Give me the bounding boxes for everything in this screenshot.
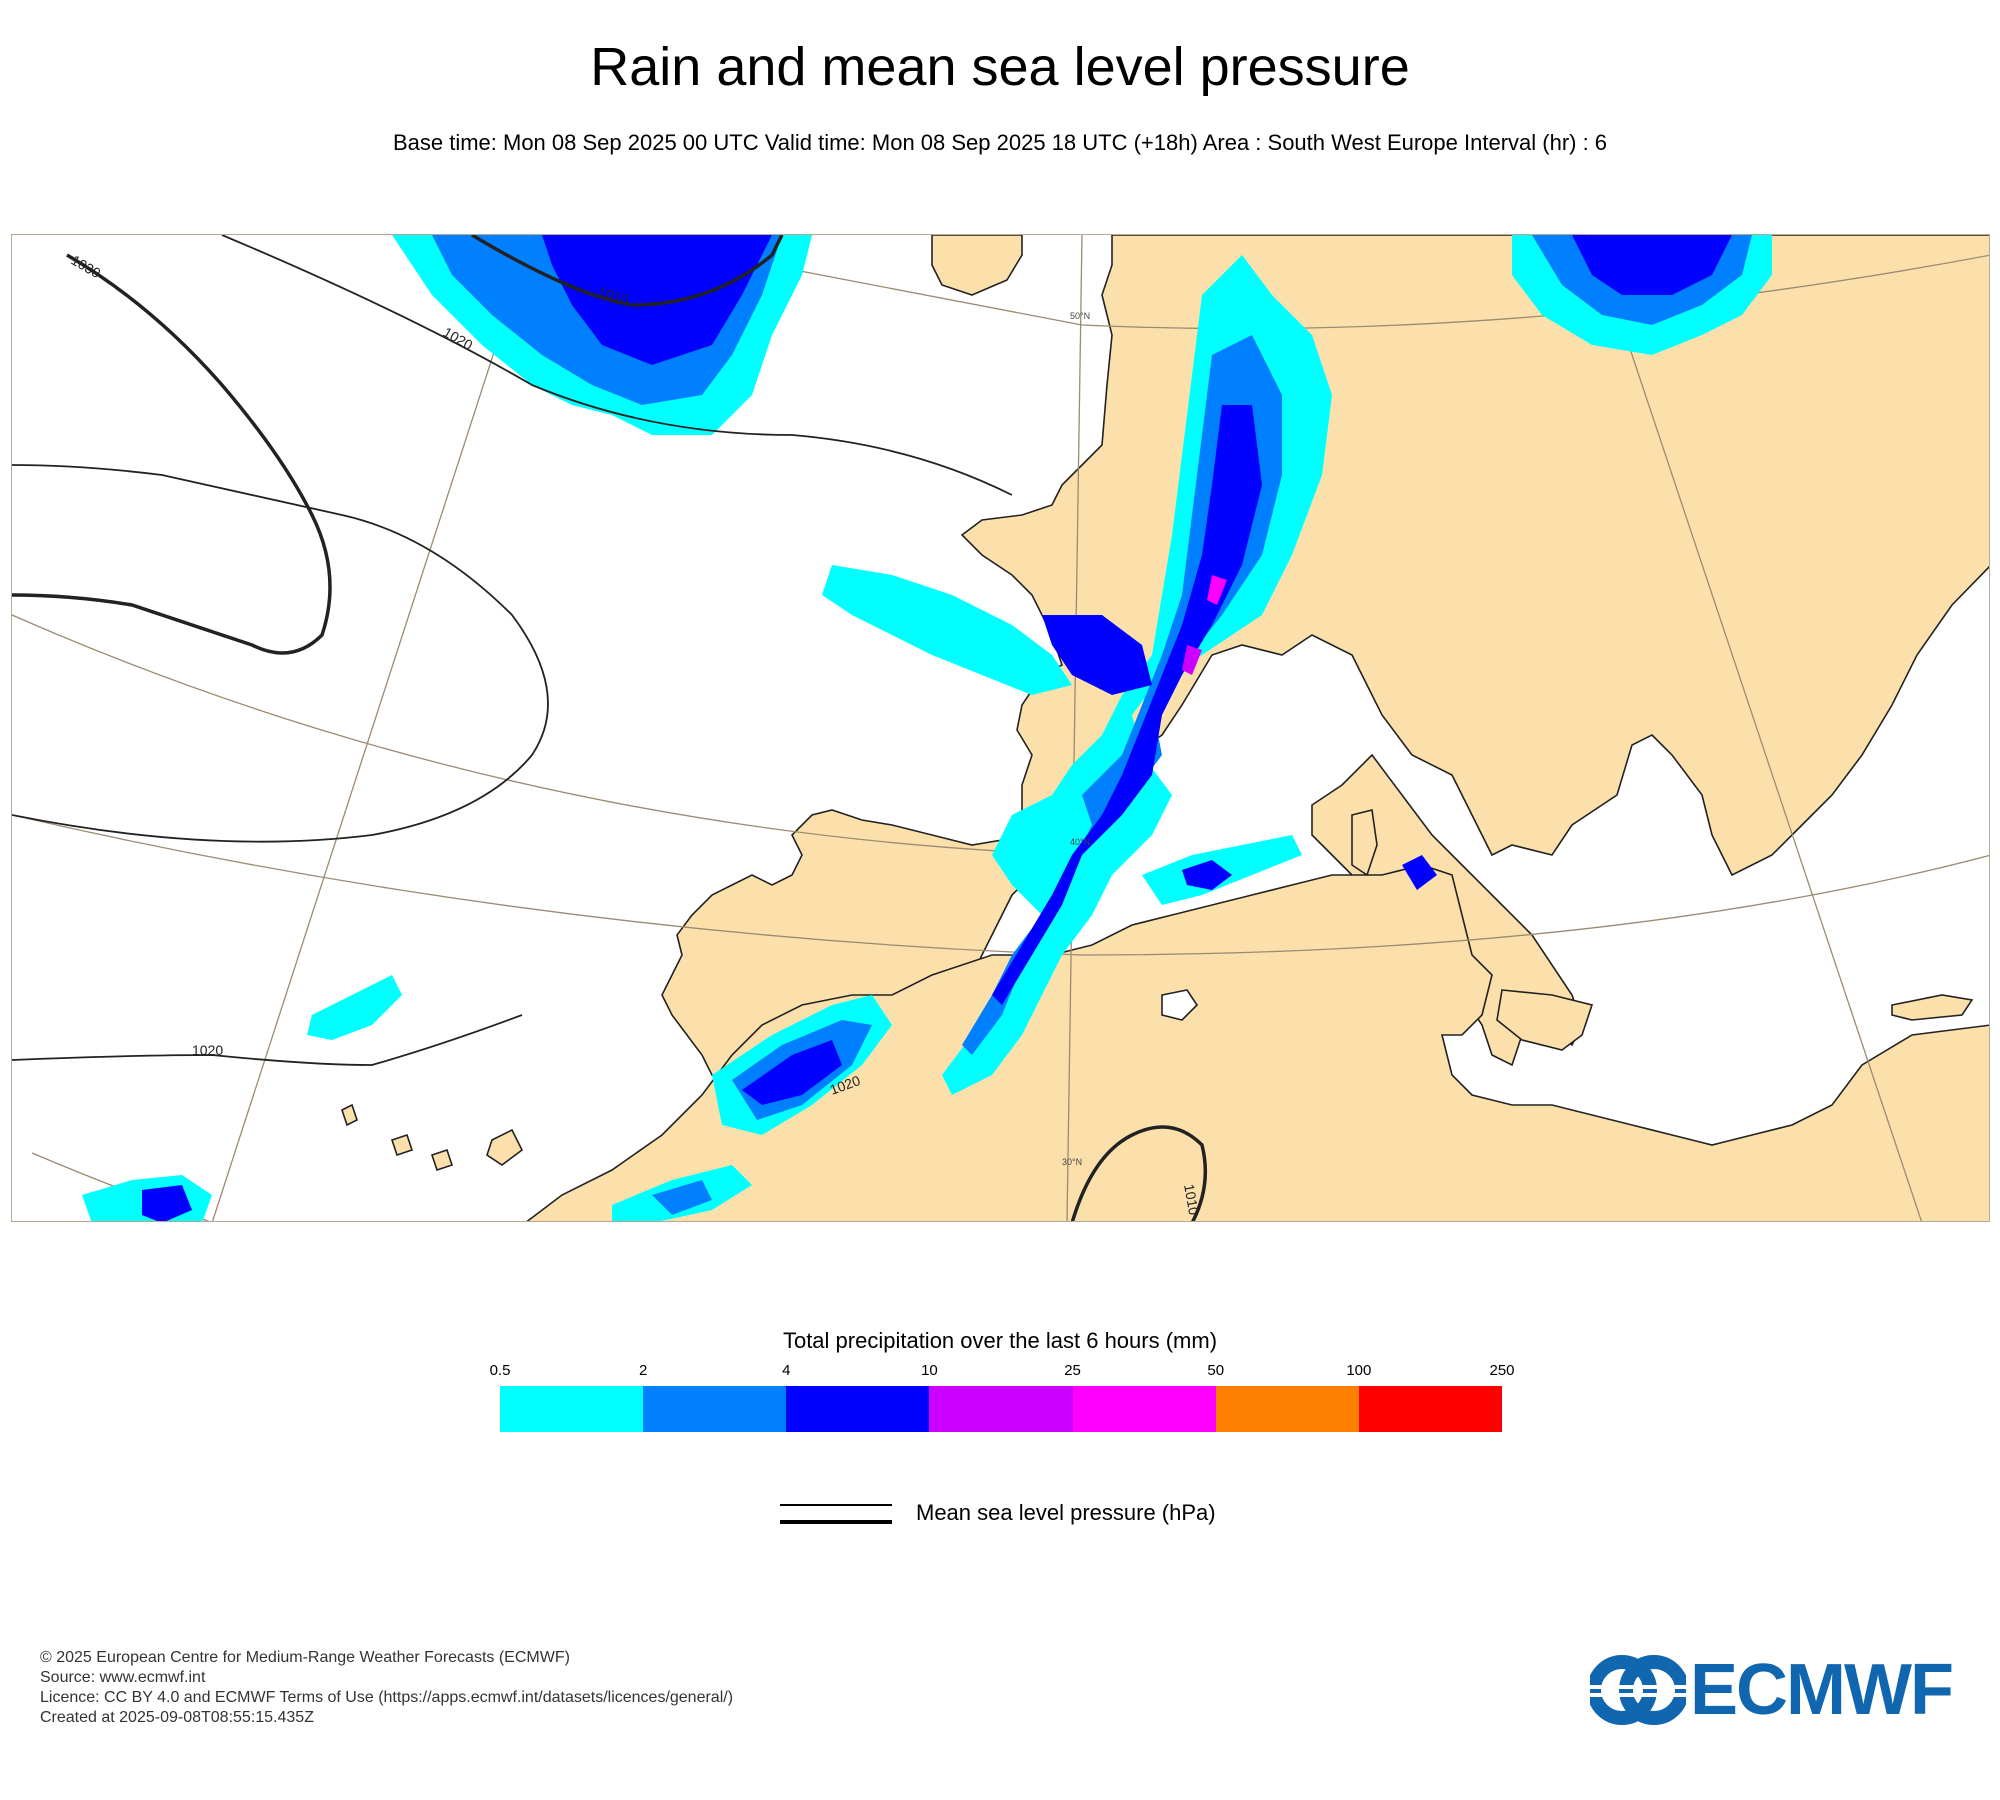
ecmwf-logo: ECMWF [1590,1652,1970,1728]
ecmwf-logo-text: ECMWF [1690,1650,1954,1730]
ecmwf-logo-icon [1590,1655,1686,1725]
land-uk [931,235,1023,296]
isobar-label: 1020 [192,1042,223,1058]
footer-created: Created at 2025-09-08T08:55:15.435Z [40,1709,314,1726]
colorbar-swatch [500,1386,644,1432]
footer-copyright: © 2025 European Centre for Medium-Range … [40,1649,570,1666]
precip-layer [82,235,1772,1221]
grid-label: 30°N [1062,1157,1082,1167]
land-canary-4 [486,1128,524,1166]
isobar-layer [12,235,1208,1221]
map-canvas: 1030 1020 1010 1020 1020 1010 50°N 40°N … [12,235,1989,1221]
land-crete [1891,994,1974,1021]
colorbar-tick-label: 25 [1064,1362,1081,1379]
legend-title: Total precipitation over the last 6 hour… [782,1328,1218,1353]
land-canary-3 [430,1148,454,1172]
colorbar-tick-label: 0.5 [489,1362,511,1379]
colorbar-tick-label: 250 [1489,1362,1515,1379]
land-mallorca [1161,989,1199,1021]
colorbar-swatch [929,1386,1073,1432]
footer-licence: Licence: CC BY 4.0 and ECMWF Terms of Us… [40,1689,734,1706]
precip-colorbar: 0.5 2 4 10 25 50 100 250 [490,1362,1515,1432]
grid-labels: 50°N 40°N 30°N [1062,311,1090,1167]
land-sicily [1496,989,1594,1051]
weather-map: 1030 1020 1010 1020 1020 1010 50°N 40°N … [11,234,1990,1222]
colorbar-swatch [1215,1386,1359,1432]
colorbar-tick-label: 50 [1207,1362,1225,1379]
graticule [12,235,1989,1221]
land-africa [526,864,1989,1221]
colorbar-swatch [786,1386,930,1432]
footer-source: Source: www.ecmwf.int [40,1669,206,1686]
msl-thick-line-icon [780,1520,892,1524]
land-canary-2 [390,1133,414,1157]
colorbar-swatch [643,1386,787,1432]
land-canary-1 [341,1103,358,1127]
msl-legend: Mean sea level pressure (hPa) [780,1498,1280,1532]
colorbar-tick-label: 10 [921,1362,938,1379]
page-subtitle: Base time: Mon 08 Sep 2025 00 UTC Valid … [392,130,1608,155]
colorbar-tick-label: 4 [782,1362,791,1379]
grid-label: 50°N [1070,311,1090,321]
isobar-label: 1010 [1181,1183,1202,1217]
land-layer [341,235,1989,1221]
footer: © 2025 European Centre for Medium-Range … [40,1648,733,1728]
colorbar-tick-label: 100 [1346,1362,1372,1379]
msl-thin-line-icon [780,1504,892,1506]
colorbar-swatch [1072,1386,1216,1432]
land-corsica [1351,809,1378,877]
colorbar-tick-label: 2 [638,1362,648,1379]
grid-label: 40°N [1070,837,1090,847]
page-title: Rain and mean sea level pressure [590,37,1410,97]
msl-legend-label: Mean sea level pressure (hPa) [916,1500,1216,1525]
colorbar-swatch [1358,1386,1502,1432]
